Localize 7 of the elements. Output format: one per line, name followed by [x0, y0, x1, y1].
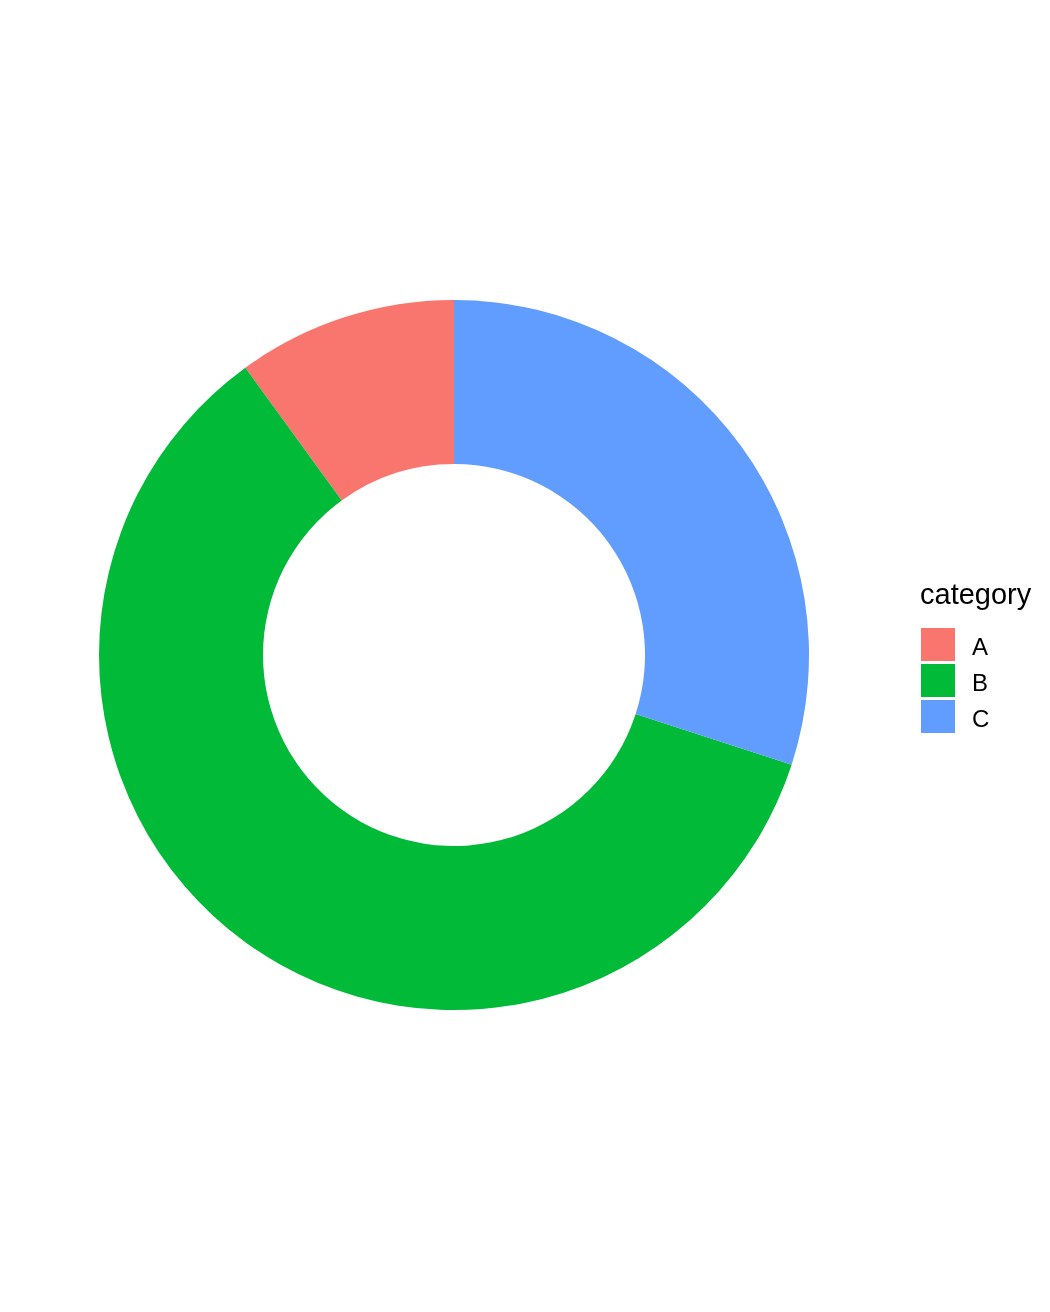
legend-label: C — [972, 705, 990, 732]
legend-title: category — [920, 578, 1032, 610]
legend-label: A — [972, 633, 989, 660]
donut-slice — [245, 300, 454, 501]
legend-label: B — [972, 669, 989, 696]
donut-slice — [99, 367, 792, 1010]
donut-slice — [454, 300, 809, 765]
